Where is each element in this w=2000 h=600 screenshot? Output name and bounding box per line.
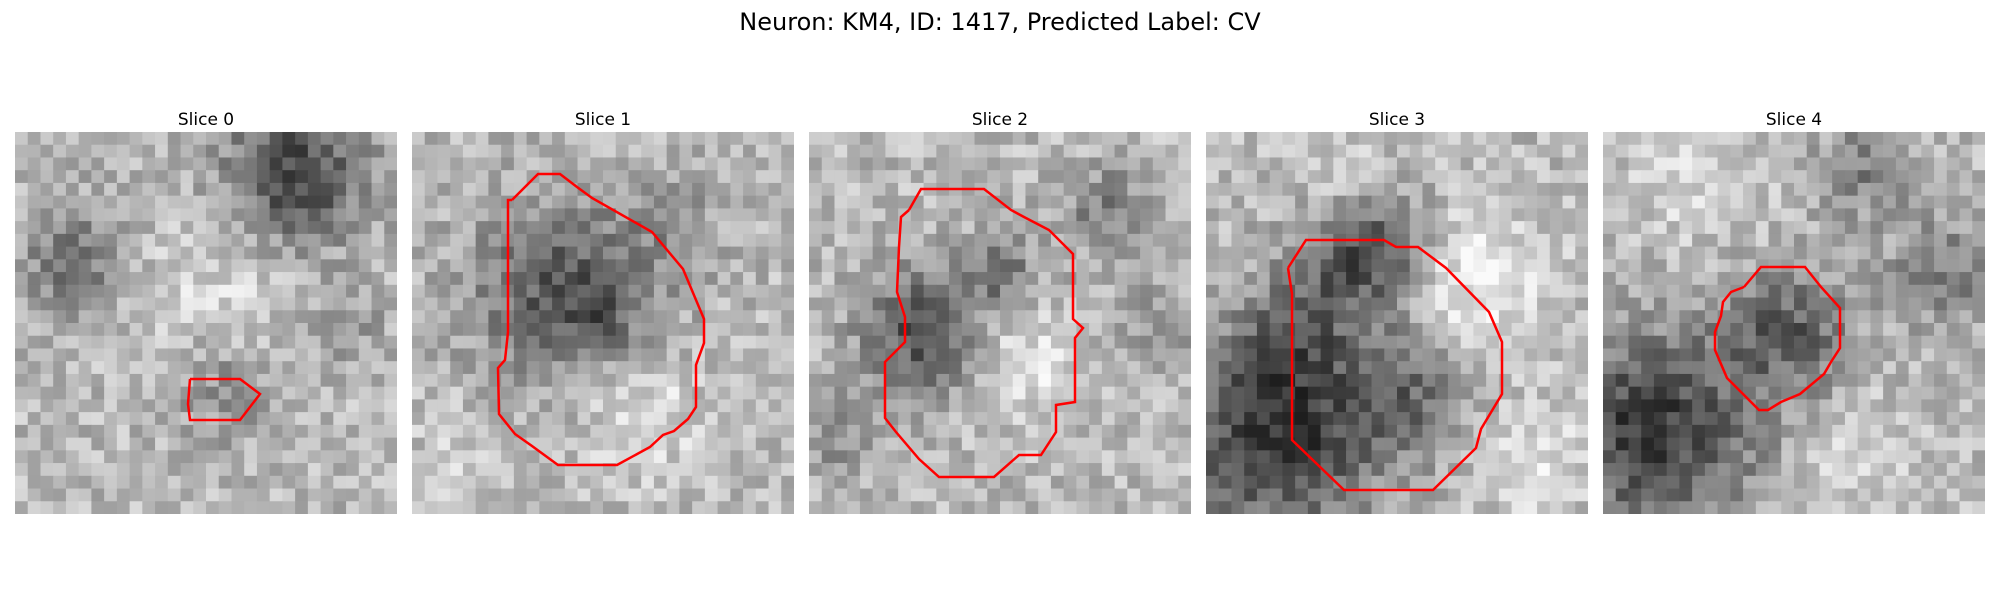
slice-panel-2: Slice 2	[809, 108, 1191, 514]
slice-panel-0: Slice 0	[15, 108, 397, 514]
slice-image	[809, 132, 1191, 514]
slice-panel-4: Slice 4	[1603, 108, 1985, 514]
figure-title: Neuron: KM4, ID: 1417, Predicted Label: …	[739, 8, 1261, 36]
slice-title: Slice 0	[177, 110, 235, 130]
slice-title: Slice 2	[971, 110, 1029, 130]
cell-contour	[496, 172, 706, 467]
slice-image	[412, 132, 794, 514]
cell-contour	[883, 187, 1085, 479]
slice-image	[15, 132, 397, 514]
slice-title: Slice 4	[1765, 110, 1823, 130]
cell-contour	[1713, 265, 1842, 412]
slice-panel-1: Slice 1	[412, 108, 794, 514]
cell-contour	[186, 377, 262, 422]
slice-title: Slice 3	[1368, 110, 1426, 130]
cell-contour	[1286, 238, 1504, 492]
slice-image	[1603, 132, 1985, 514]
slice-image	[1206, 132, 1588, 514]
slice-title: Slice 1	[574, 110, 632, 130]
slice-panel-3: Slice 3	[1206, 108, 1588, 514]
